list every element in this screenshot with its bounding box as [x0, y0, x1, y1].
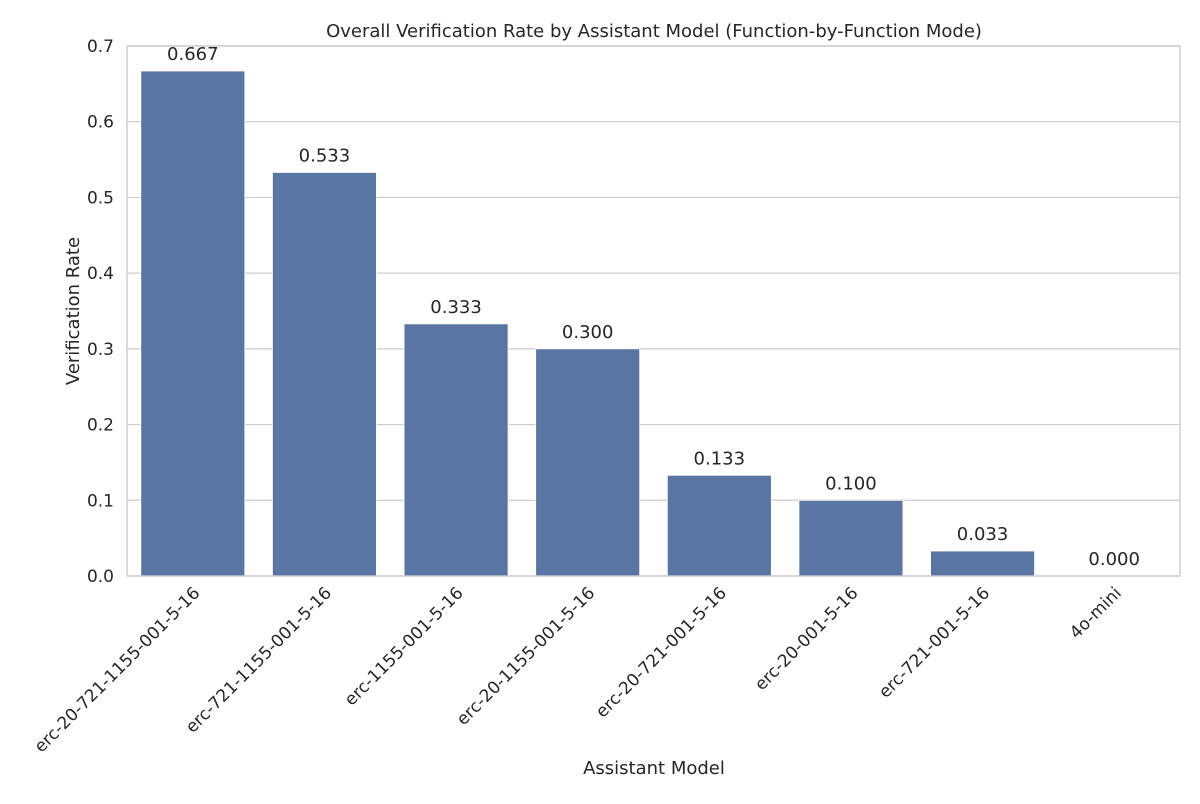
x-tick-label: 4o-mini — [1066, 583, 1126, 643]
y-tick-label: 0.2 — [87, 416, 114, 436]
x-tick-label: erc-721-1155-001-5-16 — [182, 583, 336, 737]
bar-value-label: 0.333 — [430, 297, 482, 318]
x-tick-label: erc-20-1155-001-5-16 — [453, 583, 599, 729]
x-tick-label: erc-1155-001-5-16 — [341, 583, 468, 710]
bar-value-labels: 0.667 0.533 0.333 0.300 0.133 0.100 0.033 0.000 — [167, 44, 1140, 570]
bar — [798, 499, 904, 577]
y-tick-label: 0.5 — [87, 188, 114, 208]
x-tick-label: erc-20-001-5-16 — [751, 583, 862, 694]
y-axis-title: Verification Rate — [63, 237, 84, 385]
plot-frame — [126, 45, 1181, 577]
bar — [272, 172, 377, 577]
bar — [666, 474, 772, 577]
bar — [535, 348, 641, 577]
bar-value-label: 0.667 — [167, 44, 219, 65]
x-axis-ticks: erc-20-721-1155-001-5-16erc-721-1155-001… — [31, 583, 1126, 757]
bar-value-label: 0.100 — [825, 473, 877, 494]
x-tick-label: erc-20-721-001-5-16 — [592, 583, 731, 722]
y-tick-label: 0.4 — [87, 264, 114, 284]
x-axis-title: Assistant Model — [583, 758, 725, 779]
bar-value-label: 0.000 — [1088, 549, 1140, 570]
bar-value-label: 0.300 — [562, 322, 614, 343]
y-tick-label: 0.3 — [87, 340, 114, 360]
x-tick-label: erc-721-001-5-16 — [875, 583, 994, 702]
bar-value-label: 0.533 — [299, 145, 351, 166]
chart-title: Overall Verification Rate by Assistant M… — [326, 21, 982, 42]
bar-value-label: 0.133 — [694, 448, 746, 469]
y-tick-label: 0.6 — [87, 113, 114, 133]
y-tick-label: 0.1 — [87, 491, 114, 511]
bar — [140, 70, 246, 577]
bar — [930, 550, 1035, 577]
bar — [403, 323, 509, 577]
y-tick-label: 0.0 — [87, 567, 114, 587]
x-tick-label: erc-20-721-1155-001-5-16 — [31, 583, 205, 757]
bar-value-label: 0.033 — [957, 524, 1009, 545]
y-tick-label: 0.7 — [87, 37, 114, 57]
y-axis-ticks: 0.0 0.1 0.2 0.3 0.4 0.5 0.6 0.7 — [87, 37, 114, 587]
bars — [140, 70, 1035, 577]
